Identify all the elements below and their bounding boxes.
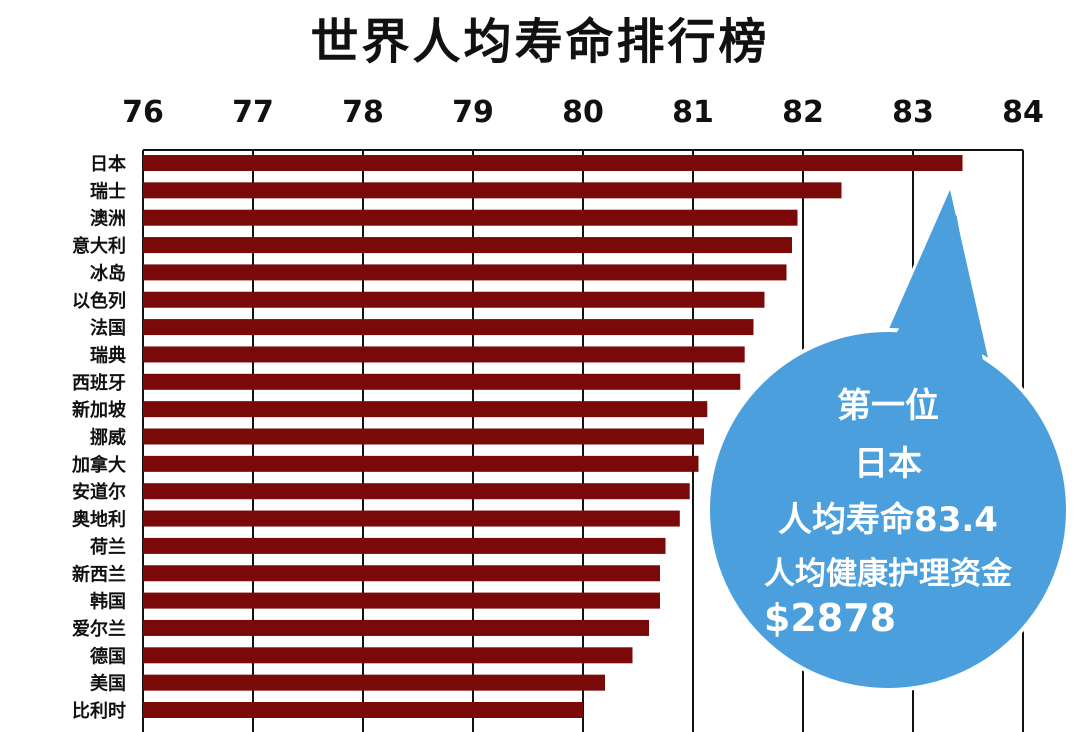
bar — [143, 455, 699, 472]
bar — [143, 237, 792, 254]
bar — [143, 209, 798, 226]
category-label: 法国 — [90, 317, 126, 339]
x-tick-label: 76 — [122, 95, 164, 130]
category-label: 冰岛 — [90, 262, 126, 284]
bar — [143, 428, 704, 445]
category-label: 澳洲 — [90, 208, 126, 230]
category-label: 瑞士 — [90, 181, 126, 202]
category-label: 挪威 — [90, 427, 126, 449]
x-tick-label: 81 — [672, 95, 714, 130]
category-label: 新西兰 — [72, 563, 126, 585]
bar — [143, 373, 741, 390]
category-label: 比利时 — [72, 700, 126, 722]
callout-circle — [706, 328, 1070, 692]
category-labels: 日本瑞士澳洲意大利冰岛以色列法国瑞典西班牙新加坡挪威加拿大安道尔奥地利荷兰新西兰… — [71, 153, 127, 722]
x-tick-label: 79 — [452, 95, 494, 130]
category-label: 日本 — [90, 153, 126, 175]
category-label: 加拿大 — [71, 454, 126, 476]
category-label: 以色列 — [72, 290, 126, 312]
x-tick-label: 82 — [782, 95, 824, 130]
bar — [143, 537, 666, 554]
category-label: 爱尔兰 — [72, 618, 126, 640]
category-label: 新加坡 — [72, 399, 127, 421]
bar — [143, 346, 745, 363]
bar — [143, 291, 765, 308]
bar — [143, 510, 680, 527]
bar — [143, 592, 660, 609]
category-label: 瑞典 — [90, 344, 126, 366]
chart-title: 世界人均寿命排行榜 — [310, 14, 770, 70]
x-axis-tick-labels: 76 77 78 79 80 81 82 83 84 — [122, 95, 1044, 130]
category-label: 西班牙 — [72, 373, 126, 394]
bar — [143, 264, 787, 281]
callout-bubble — [706, 180, 1070, 692]
bar — [143, 702, 583, 718]
category-label: 奥地利 — [72, 509, 126, 531]
category-label: 美国 — [90, 673, 126, 695]
bar — [143, 565, 660, 582]
callout-pointer-fill — [884, 215, 984, 366]
x-tick-label: 78 — [342, 95, 384, 130]
bar — [143, 647, 633, 664]
category-label: 荷兰 — [90, 536, 126, 558]
x-tick-label: 80 — [562, 95, 604, 130]
category-label: 韩国 — [90, 591, 126, 613]
category-label: 意大利 — [72, 235, 126, 257]
bar — [143, 182, 842, 199]
bar — [143, 619, 649, 636]
category-label: 德国 — [90, 645, 126, 667]
bar — [143, 155, 963, 171]
x-tick-label: 83 — [892, 95, 934, 130]
bar — [143, 674, 605, 691]
bar — [143, 401, 708, 418]
x-tick-label: 84 — [1002, 95, 1044, 130]
bar — [143, 483, 690, 500]
x-tick-label: 77 — [232, 95, 274, 130]
bar — [143, 319, 754, 336]
bars — [143, 155, 963, 718]
category-label: 安道尔 — [72, 481, 126, 503]
